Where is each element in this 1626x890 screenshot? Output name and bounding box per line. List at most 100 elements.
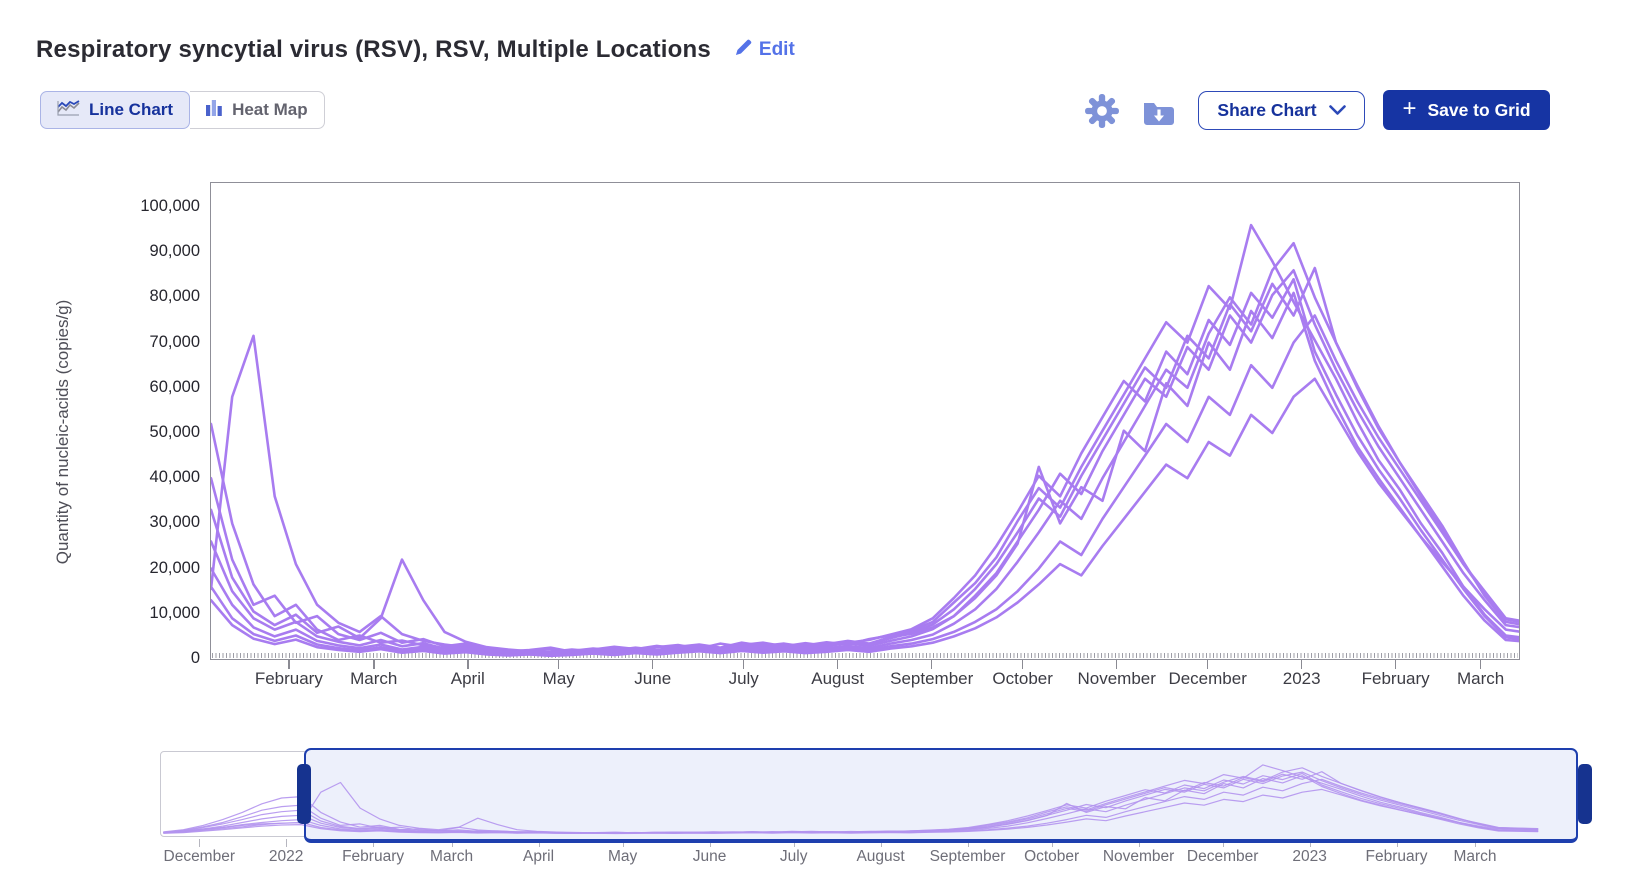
y-tick-label: 10,000: [149, 603, 200, 622]
series-line: [211, 314, 1519, 657]
brush-handle-left[interactable]: [297, 764, 311, 824]
share-chart-button[interactable]: Share Chart: [1198, 91, 1365, 130]
series-line: [211, 377, 1519, 658]
x-tick-mark: [1300, 660, 1303, 669]
x-tick-mark: [742, 660, 745, 669]
overview-tick-label: July: [779, 848, 808, 865]
x-tick-mark: [373, 660, 375, 669]
overview-tick-mark: [793, 839, 795, 847]
x-tick-label: September: [890, 669, 974, 688]
overview-tick-label: September: [929, 848, 1006, 865]
overview-tick-mark: [199, 839, 201, 847]
x-tick-label: October: [992, 669, 1053, 688]
overview-tick-mark: [373, 839, 375, 847]
y-tick-label: 50,000: [149, 423, 200, 441]
x-tick-label: 2023: [1282, 669, 1321, 688]
page-title: Respiratory syncytial virus (RSV), RSV, …: [36, 36, 711, 63]
chevron-down-icon: [1328, 100, 1346, 121]
overview-tick-label: June: [692, 848, 727, 865]
series-line: [163, 764, 1539, 834]
heat-map-tab[interactable]: Heat Map: [190, 91, 325, 129]
overview-tick-label: December: [1186, 848, 1259, 865]
x-tick-mark: [1115, 660, 1118, 669]
series-line: [163, 771, 1539, 834]
overview-tick-label: February: [342, 848, 405, 865]
overview-tick-label: December: [163, 848, 236, 865]
overview-tick-label: 2022: [268, 848, 304, 865]
plus-icon: +: [1402, 95, 1417, 122]
download-button[interactable]: [1142, 96, 1176, 129]
edit-label: Edit: [758, 39, 795, 60]
overview-tick-mark: [709, 839, 711, 847]
x-tick-mark: [1479, 660, 1482, 669]
overview-series-canvas: [163, 764, 1539, 835]
y-tick-label: 30,000: [149, 513, 200, 532]
y-tick-label: 40,000: [149, 468, 200, 487]
main-chart-plot: [210, 182, 1520, 660]
x-tick-label: August: [811, 669, 865, 688]
x-tick-mark: [288, 660, 290, 669]
line-chart-tab[interactable]: Line Chart: [40, 91, 191, 129]
y-tick-label: 0: [190, 649, 200, 667]
download-folder-icon: [1142, 103, 1176, 129]
series-line: [211, 241, 1519, 656]
x-tick-label: April: [450, 669, 485, 688]
overview-tick-label: March: [430, 848, 474, 865]
share-chart-label: Share Chart: [1217, 100, 1317, 120]
x-tick-label: June: [634, 669, 672, 688]
overview-tick-mark: [967, 839, 969, 847]
series-line: [211, 266, 1519, 654]
edit-button[interactable]: Edit: [735, 39, 795, 62]
series-line: [211, 269, 1519, 655]
series-line: [163, 788, 1539, 835]
overview-tick-mark: [451, 839, 453, 847]
x-tick-mark: [467, 660, 469, 669]
x-tick-mark: [836, 660, 839, 669]
x-tick-mark: [557, 660, 560, 669]
heat-map-icon: [206, 99, 223, 122]
chart-type-toggle: Line Chart Heat Map: [40, 91, 325, 129]
y-tick-label: 80,000: [149, 287, 200, 306]
heat-map-label: Heat Map: [232, 100, 308, 119]
y-tick-label: 70,000: [149, 332, 200, 351]
overview-tick-label: February: [1365, 848, 1428, 865]
y-tick-label: 60,000: [149, 377, 200, 396]
x-tick-label: February: [1361, 669, 1430, 688]
x-tick-mark: [930, 660, 933, 669]
y-tick-label: 100,000: [140, 197, 200, 215]
brush-handle-right[interactable]: [1578, 764, 1592, 824]
overview-brush[interactable]: [160, 748, 1592, 843]
y-tick-label: 20,000: [149, 558, 200, 577]
save-to-grid-button[interactable]: + Save to Grid: [1383, 90, 1550, 130]
overview-tick-mark: [1396, 839, 1398, 847]
overview-tick-mark: [1222, 839, 1224, 847]
series-line: [163, 778, 1539, 835]
settings-button[interactable]: [1084, 93, 1120, 132]
overview-tick-label: March: [1453, 848, 1497, 865]
overview-tick-label: April: [523, 848, 555, 865]
overview-tick-label: May: [607, 848, 638, 865]
series-line: [211, 278, 1519, 654]
x-tick-label: December: [1168, 669, 1247, 688]
x-tick-label: March: [1456, 669, 1505, 688]
overview-tick-mark: [880, 839, 882, 847]
series-line: [163, 771, 1539, 834]
x-tick-mark: [1394, 660, 1397, 669]
gear-icon: [1084, 94, 1120, 132]
overview-tick-mark: [1138, 839, 1140, 847]
x-tick-mark: [1021, 660, 1024, 669]
x-tick-label: November: [1077, 669, 1156, 688]
series-line: [211, 291, 1519, 655]
minor-tick-comb: [212, 653, 1518, 658]
save-to-grid-label: Save to Grid: [1427, 99, 1531, 120]
overview-tick-mark: [622, 839, 624, 847]
overview-tick-mark: [286, 839, 288, 847]
overview-tick-mark: [1309, 839, 1311, 847]
overview-tick-mark: [1051, 839, 1053, 847]
pencil-icon: [735, 39, 752, 62]
overview-tick-label: November: [1102, 848, 1175, 865]
x-tick-label: May: [542, 669, 575, 688]
line-chart-label: Line Chart: [89, 100, 174, 119]
x-tick-mark: [651, 660, 654, 669]
overview-tick-label: August: [856, 848, 905, 865]
